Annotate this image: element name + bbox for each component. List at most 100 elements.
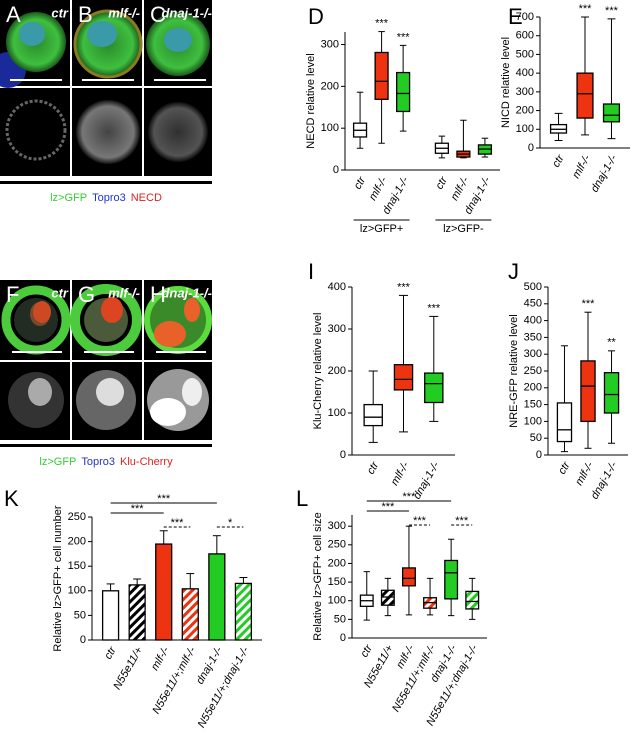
box [424,372,444,404]
x-tick-label: mlf-/- [570,153,593,181]
y-tick-label: 0 [333,164,339,176]
significance: *** [131,503,145,515]
y-axis-title: Relative lz>GFP+ cell number [52,505,64,651]
significance: *** [171,517,185,529]
y-tick-label: 300 [516,86,534,98]
chart-k: K Relative lz>GFP+ cell number 0 50 100 150 20… [4,486,262,730]
box [576,72,594,119]
y-tick-label: 450 [524,298,542,310]
legend-entry: lz>GFP [50,192,87,204]
x-tick-label: ctr [365,459,382,477]
panel-letter: I [308,259,314,284]
bar [181,588,199,641]
image-panels-mid [0,280,212,447]
box [363,403,383,427]
x-tick-label: mlf-/- [389,460,412,488]
y-tick-label: 100 [68,585,86,597]
y-tick-label: 0 [340,632,346,644]
panel-letter: D [308,4,324,29]
significance: *** [397,281,411,293]
y-axis-title: NECD relative level [305,53,317,148]
significance: * [228,517,233,529]
x-tick-label: ctr [352,174,369,192]
y-tick-label: 100 [328,407,346,419]
chart-l: L Relative lz>GFP+ cell size 0 50 100 150 200 2… [296,486,487,728]
panel-letter: J [508,259,519,284]
significance: *** [455,515,469,527]
y-tick-label: 100 [524,415,542,427]
x-tick-label: mlf-/- [573,460,596,488]
bar [208,553,226,641]
legend-entry: lz>GFP [39,456,76,468]
bar [128,584,146,641]
significance: *** [381,501,395,513]
y-tick-label: 50 [530,432,542,444]
box [580,360,596,423]
y-axis-title: NICD relative level [500,37,512,128]
box [396,71,411,113]
significance: *** [157,493,171,505]
y-tick-label: 0 [340,449,346,461]
group-label: lz>GFP- [443,223,484,235]
y-tick-label: 200 [328,365,346,377]
y-tick-label: 150 [524,399,542,411]
y-tick-label: 300 [328,323,346,335]
image-panels-top [0,0,212,184]
y-tick-label: 700 [516,11,534,23]
significance: *** [579,3,593,15]
y-tick-label: 150 [68,560,86,572]
significance: *** [427,302,441,314]
panel-letter: G [78,282,95,307]
x-tick-label: ctr [433,174,450,192]
y-tick-label: 100 [516,123,534,135]
y-tick-label: 600 [516,30,534,42]
y-tick-label: 300 [524,348,542,360]
y-tick-label: 300 [328,520,346,532]
panel-letter: K [4,486,19,511]
significance: *** [397,31,411,43]
x-tick-label: ctr [102,644,119,662]
significance: ** [607,337,616,349]
y-tick-label: 250 [68,511,86,523]
y-axis-title: Klu-Cherry relative level [312,313,324,430]
y-tick-label: 50 [74,609,86,621]
y-tick-label: 200 [524,382,542,394]
y-tick-label: 100 [321,122,339,134]
image-label: dnaj-1-/- [161,285,212,300]
image-label: ctr [51,285,69,300]
y-tick-label: 100 [328,595,346,607]
significance: *** [605,5,619,17]
y-tick-label: 200 [328,557,346,569]
panel-letter: F [6,282,19,307]
panel-letter: H [150,282,166,307]
legend-entry: Topro3 [81,456,115,468]
bar [155,543,173,641]
box [380,589,395,606]
panel-letter: A [6,2,21,27]
y-tick-label: 400 [524,315,542,327]
significance: *** [375,17,389,29]
y-tick-label: 400 [516,67,534,79]
panel-letter: L [296,486,308,511]
box [603,372,620,414]
y-tick-label: 200 [68,536,86,548]
legend-entry: NECD [131,192,162,204]
significance: *** [403,491,417,503]
y-tick-label: 200 [321,80,339,92]
y-tick-label: 250 [524,365,542,377]
y-tick-label: 0 [528,142,534,154]
chart-e: E NICD relative level 0 100 200 300 400 500 600 7… [500,3,630,194]
box [602,103,621,123]
image-legend: lz>GFP Topro3 Klu-Cherry [39,456,173,468]
x-tick-label: dnaj-1-/- [411,460,442,502]
y-tick-label: 0 [80,634,86,646]
y-tick-label: 500 [516,48,534,60]
x-tick-label: ctr [550,152,567,170]
y-tick-label: 0 [536,449,542,461]
y-tick-label: 250 [328,539,346,551]
box [374,51,389,100]
box [444,559,459,600]
box [401,567,416,587]
group-label: lz>GFP+ [360,223,403,235]
box [465,590,480,610]
